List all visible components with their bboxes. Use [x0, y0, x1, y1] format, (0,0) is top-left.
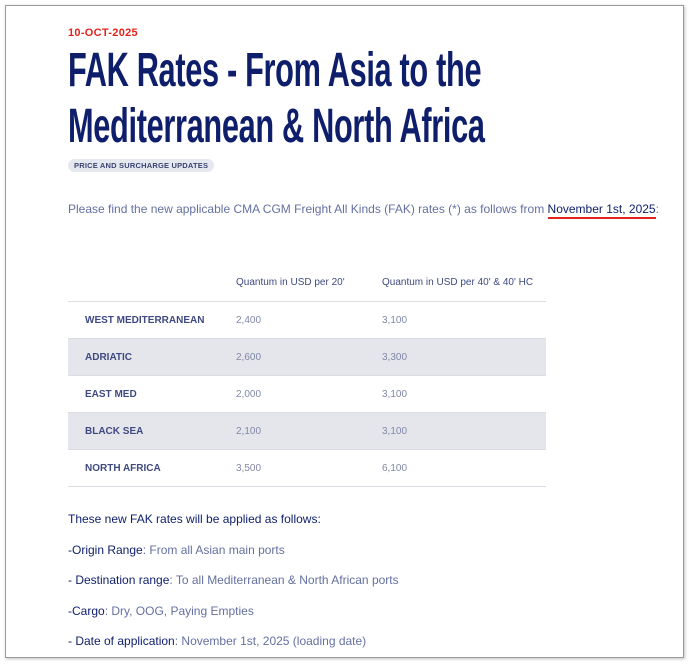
- category-tag[interactable]: PRICE AND SURCHARGE UPDATES: [68, 159, 215, 172]
- header-rate-40: Quantum in USD per 40' & 40' HC: [381, 264, 546, 302]
- region-cell: WEST MEDITERRANEAN: [68, 301, 235, 339]
- region-cell: EAST MED: [68, 375, 235, 413]
- application-item: -Cargo: Dry, OOG, Paying Empties: [68, 604, 399, 618]
- rate-20-cell: 2,000: [235, 375, 381, 413]
- table-row: BLACK SEA 2,100 3,100: [68, 412, 546, 450]
- item-label: -Origin Range: [68, 542, 143, 557]
- rate-40-cell: 3,100: [381, 412, 546, 450]
- rate-40-cell: 3,100: [381, 375, 546, 413]
- page-frame: 10-OCT-2025 FAK Rates - From Asia to the…: [5, 5, 684, 658]
- table-header-row: Quantum in USD per 20' Quantum in USD pe…: [68, 264, 546, 302]
- rate-40-cell: 3,300: [381, 338, 546, 376]
- title-line-2: Mediterranean & North Africa: [68, 100, 485, 153]
- application-item: - Date of application: November 1st, 202…: [68, 634, 399, 648]
- publish-date: 10-OCT-2025: [68, 27, 138, 39]
- intro-end: :: [655, 202, 659, 216]
- item-label: - Date of application: [68, 634, 175, 648]
- effective-date-highlight: November 1st, 2025: [547, 202, 656, 219]
- application-section: These new FAK rates will be applied as f…: [68, 512, 399, 665]
- table-row: EAST MED 2,000 3,100: [68, 375, 546, 413]
- region-cell: BLACK SEA: [68, 412, 235, 450]
- intro-text: Please find the new applicable CMA CGM F…: [68, 202, 548, 216]
- region-cell: NORTH AFRICA: [68, 449, 235, 487]
- item-label: - Destination range: [68, 573, 170, 587]
- title-line-1: FAK Rates - From Asia to the: [68, 44, 482, 97]
- header-rate-20: Quantum in USD per 20': [235, 264, 381, 302]
- rate-40-cell: 6,100: [381, 449, 546, 487]
- rates-table: Quantum in USD per 20' Quantum in USD pe…: [68, 264, 546, 487]
- item-value: : To all Mediterranean & North African p…: [169, 573, 399, 587]
- region-cell: ADRIATIC: [68, 338, 235, 376]
- header-region: [68, 264, 235, 302]
- item-value: : November 1st, 2025 (loading date): [174, 634, 367, 648]
- rate-40-cell: 3,100: [381, 301, 546, 339]
- item-value: : From all Asian main ports: [142, 542, 285, 557]
- rate-20-cell: 2,600: [235, 338, 381, 376]
- item-label: -Cargo: [68, 603, 105, 618]
- application-item: -Origin Range: From all Asian main ports: [68, 543, 399, 557]
- rate-20-cell: 2,100: [235, 412, 381, 450]
- application-item: - Destination range: To all Mediterranea…: [68, 573, 399, 587]
- table-row: NORTH AFRICA 3,500 6,100: [68, 449, 546, 487]
- intro-paragraph: Please find the new applicable CMA CGM F…: [68, 202, 659, 219]
- table-row: WEST MEDITERRANEAN 2,400 3,100: [68, 301, 546, 339]
- table-row: ADRIATIC 2,600 3,300: [68, 338, 546, 376]
- rate-20-cell: 2,400: [235, 301, 381, 339]
- page-title: FAK Rates - From Asia to the Mediterrane…: [68, 43, 485, 155]
- application-heading: These new FAK rates will be applied as f…: [68, 512, 321, 526]
- rate-20-cell: 3,500: [235, 449, 381, 487]
- item-value: : Dry, OOG, Paying Empties: [104, 603, 254, 618]
